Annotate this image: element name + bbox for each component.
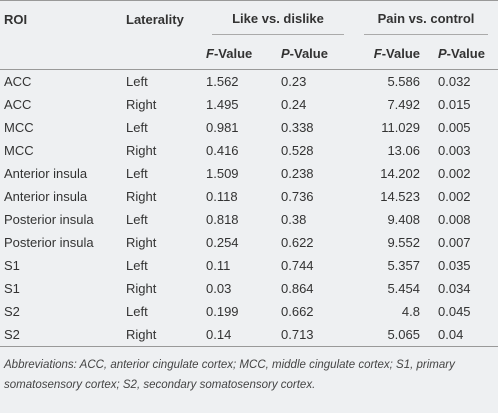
table-cell: ACC [4,74,32,89]
table-cell: 9.408 [387,212,420,227]
table-cell: 4.8 [401,304,420,319]
table-cell: 0.035 [438,258,471,273]
table-cell: Left [126,212,148,227]
table-cell: Posterior insula [4,212,94,227]
table-cell: 14.523 [380,189,420,204]
sub-header: P-Value [434,37,498,70]
table-cell: 0.118 [206,189,238,204]
table-cell: 0.662 [281,304,314,319]
table-row: S1 Left 0.11 0.744 5.357 0.035 [0,254,498,277]
table-cell: 0.002 [438,189,471,204]
table-cell: 0.238 [281,166,314,181]
table-cell: 0.008 [438,212,471,227]
table-row: S1 Right 0.03 0.864 5.454 0.034 [0,277,498,300]
column-header: Laterality [126,11,184,27]
table-cell: 0.254 [206,235,239,250]
group-header: Pain vs. control [364,11,488,35]
table-cell: Left [126,74,148,89]
table-row: ACC Left 1.562 0.23 5.586 0.032 [0,70,498,94]
table-row: ACC Right 1.495 0.24 7.492 0.015 [0,93,498,116]
table-cell: S2 [0,323,122,347]
table-cell: 0.416 [206,143,239,158]
table-cell: 0.622 [281,235,314,250]
table-cell: 0.003 [438,143,471,158]
table-cell: S1 [4,258,20,273]
table-cell: Left [126,166,148,181]
table-cell: 0.24 [281,97,307,112]
table-cell: 1.509 [206,166,239,181]
table-cell: Left [126,120,148,135]
table-cell: Right [126,189,157,204]
table-cell: 0.713 [277,323,354,347]
table-cell: Right [126,143,157,158]
table-cell: 0.981 [206,120,239,135]
table-row: S2 Right 0.14 0.713 5.065 0.04 [0,323,498,347]
table-cell: MCC [4,143,34,158]
table-cell: 7.492 [387,97,420,112]
table-cell: 0.38 [281,212,307,227]
table-cell: 0.045 [438,304,471,319]
table-cell: 0.007 [438,235,471,250]
table-cell: 11.029 [381,120,420,135]
sub-header: F-Value [202,37,277,70]
table-row: Posterior insula Right 0.254 0.622 9.552 0.00… [0,231,498,254]
table-cell: 0.864 [281,281,314,296]
table-cell: 9.552 [387,235,420,250]
table-cell: S1 [4,281,20,296]
table-body: ACC Left 1.562 0.23 5.586 0.032 ACC Right 1.495 0… [0,70,498,347]
table-cell: 0.034 [438,281,471,296]
table-cell: 5.454 [387,281,420,296]
table-cell: 5.065 [354,323,434,347]
table-cell: 0.736 [281,189,314,204]
table-cell: 0.23 [281,74,307,89]
table-cell: Anterior insula [4,166,88,181]
column-header: ROI [4,11,28,27]
table-cell: MCC [4,120,34,135]
table-cell: ACC [4,97,32,112]
table-cell: 0.818 [206,212,239,227]
table-cell: 0.528 [281,143,314,158]
table-cell: Right [122,323,202,347]
table-cell: 5.357 [387,258,420,273]
table-cell: 0.002 [438,166,471,181]
table-cell: 5.586 [387,74,420,89]
table-cell: 14.202 [380,166,420,181]
table-row: Posterior insula Left 0.818 0.38 9.408 0.008 [0,208,498,231]
table-row: Anterior insula Right 0.118 0.736 14.523 0.00… [0,185,498,208]
sub-header: P-Value [277,37,354,70]
sub-header: F-Value [354,37,434,70]
table-cell: 0.015 [438,97,471,112]
data-table: ROI Laterality Like vs. dislike Pain vs.… [0,0,498,347]
table-cell: 0.744 [281,258,314,273]
table-row: MCC Right 0.416 0.528 13.06 0.003 [0,139,498,162]
table-cell: 0.199 [206,304,239,319]
table-row: Anterior insula Left 1.509 0.238 14.202 0.002 [0,162,498,185]
table-cell: 0.005 [438,120,471,135]
group-header-cell: Pain vs. control [354,1,498,38]
table-cell: 0.03 [206,281,232,296]
group-header-cell: Like vs. dislike [202,1,354,38]
table-cell: Right [126,97,157,112]
table-cell: 0.338 [281,120,314,135]
footnote: Abbreviations: ACC, anterior cingulate c… [4,359,455,391]
table-cell: Right [126,281,157,296]
table-row: S2 Left 0.199 0.662 4.8 0.045 [0,300,498,323]
table-cell: 13.06 [387,143,420,158]
table-cell: Left [126,304,148,319]
table-cell: Right [126,235,157,250]
table-cell: 0.11 [206,258,231,273]
table-cell: Anterior insula [4,189,88,204]
table-cell: S2 [4,304,20,319]
group-header: Like vs. dislike [212,11,344,35]
table-cell: Posterior insula [4,235,94,250]
table-cell: 1.495 [206,97,239,112]
table-cell: Left [126,258,148,273]
table-row: MCC Left 0.981 0.338 11.029 0.005 [0,116,498,139]
table-cell: 0.04 [434,323,498,347]
table-cell: 0.14 [202,323,277,347]
table-cell: 1.562 [206,74,239,89]
table-cell: 0.032 [438,74,471,89]
